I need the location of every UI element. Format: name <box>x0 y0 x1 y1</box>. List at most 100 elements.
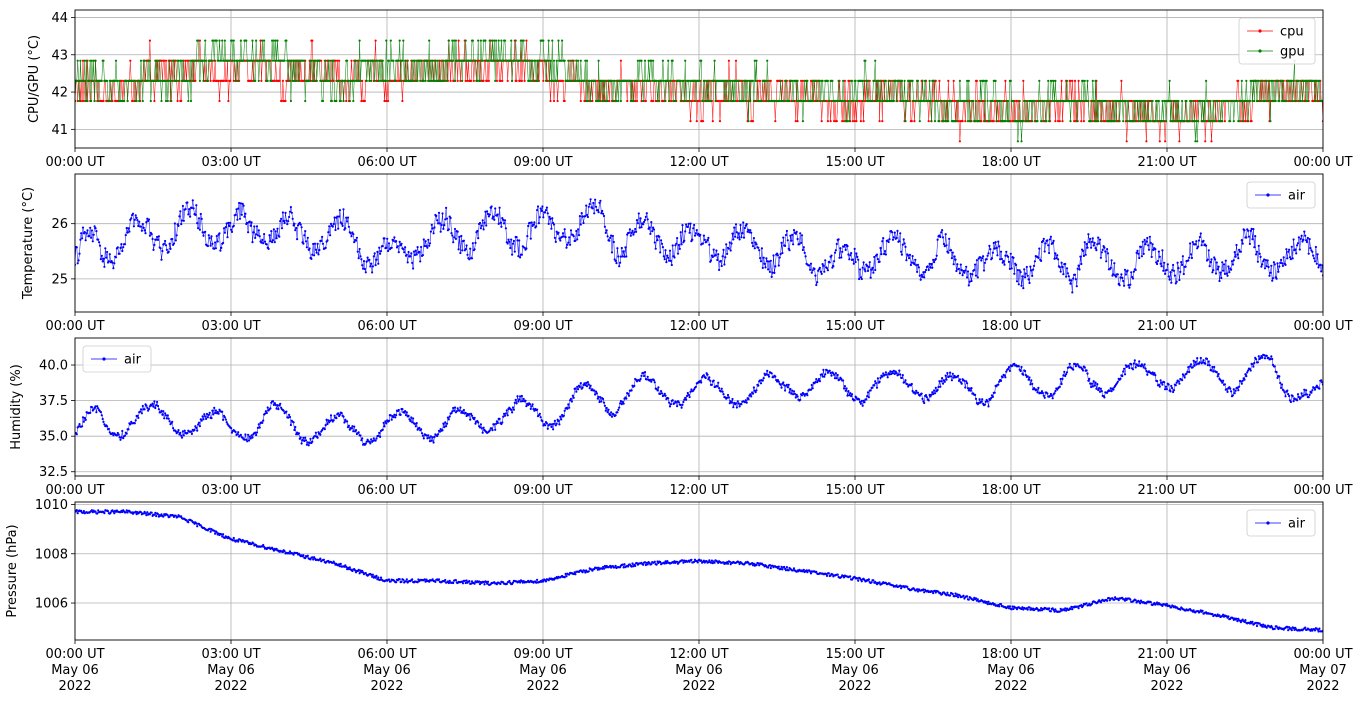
data-point <box>202 234 205 237</box>
data-point <box>749 229 752 232</box>
data-point <box>471 242 474 245</box>
data-point <box>709 99 713 103</box>
data-point <box>926 265 929 268</box>
data-point <box>751 79 755 82</box>
data-point <box>268 59 271 62</box>
data-point <box>445 79 449 82</box>
data-point <box>920 273 923 276</box>
data-point <box>1160 265 1163 268</box>
data-point <box>1091 237 1094 240</box>
data-point <box>1220 276 1223 280</box>
data-point <box>585 385 589 388</box>
data-point <box>401 408 404 411</box>
data-point <box>626 233 629 236</box>
data-point <box>568 406 571 409</box>
data-point <box>890 99 893 103</box>
data-point <box>170 99 173 103</box>
data-point <box>414 249 417 252</box>
data-point <box>1178 140 1181 143</box>
legend-label: air <box>1288 189 1306 204</box>
data-point <box>586 381 590 384</box>
data-point <box>106 250 109 254</box>
data-point <box>518 398 521 401</box>
data-point <box>1048 120 1051 123</box>
data-point <box>288 59 292 62</box>
data-point <box>354 429 358 432</box>
data-point <box>891 79 894 82</box>
data-point <box>134 419 137 422</box>
data-point <box>76 99 79 103</box>
data-point <box>1185 99 1188 103</box>
data-point <box>1026 274 1029 277</box>
data-point <box>1092 244 1095 247</box>
data-point <box>369 442 372 445</box>
data-point <box>278 404 281 407</box>
data-point <box>255 225 259 228</box>
data-point <box>415 422 418 425</box>
data-point <box>1095 120 1098 123</box>
data-point <box>296 59 300 62</box>
data-point <box>160 99 163 103</box>
data-point <box>459 251 462 255</box>
data-point <box>408 418 411 421</box>
data-point <box>1183 120 1186 123</box>
data-point <box>694 232 698 235</box>
data-point <box>172 242 176 245</box>
data-point <box>550 227 553 230</box>
data-point <box>1057 258 1060 261</box>
data-point <box>1006 120 1009 123</box>
data-point <box>238 201 241 205</box>
data-point <box>372 255 375 258</box>
data-point <box>985 79 988 82</box>
data-point <box>693 234 697 237</box>
data-point <box>917 99 921 103</box>
data-point <box>1005 99 1008 103</box>
data-point <box>452 59 455 62</box>
data-point <box>952 79 955 82</box>
data-point <box>1074 278 1077 281</box>
data-point <box>119 246 122 249</box>
data-point <box>451 39 454 42</box>
data-point <box>868 261 871 264</box>
data-point <box>974 99 978 103</box>
data-point <box>233 59 236 62</box>
data-point <box>1033 99 1036 103</box>
data-point <box>413 253 416 257</box>
data-point <box>843 243 847 247</box>
data-point <box>211 409 214 412</box>
data-point <box>578 385 582 389</box>
data-point <box>411 261 414 264</box>
data-point <box>102 420 105 423</box>
data-point <box>371 439 374 443</box>
data-point <box>1078 268 1081 271</box>
data-point <box>215 235 218 238</box>
data-point <box>374 439 377 442</box>
data-point <box>1215 261 1218 264</box>
data-point <box>423 244 426 248</box>
data-point <box>431 227 434 230</box>
x-tick-label: 15:00 UT <box>825 155 884 170</box>
data-point <box>599 199 602 202</box>
data-point <box>520 59 524 62</box>
data-point <box>858 99 862 103</box>
data-point <box>550 79 553 82</box>
data-point <box>1232 120 1235 123</box>
data-point <box>420 432 424 435</box>
data-point <box>1082 254 1085 257</box>
data-point <box>313 435 317 438</box>
data-point <box>510 79 514 82</box>
data-point <box>265 243 268 246</box>
data-point <box>603 225 607 228</box>
data-point <box>929 266 932 269</box>
data-point <box>658 99 661 103</box>
data-point <box>195 426 198 429</box>
data-point <box>765 99 768 103</box>
data-point <box>1317 266 1320 269</box>
data-point <box>320 59 323 62</box>
data-point <box>1214 258 1217 261</box>
data-point <box>558 423 561 426</box>
data-point <box>813 267 816 270</box>
data-point <box>1313 257 1316 260</box>
data-point <box>476 79 479 82</box>
data-point <box>1267 99 1270 103</box>
